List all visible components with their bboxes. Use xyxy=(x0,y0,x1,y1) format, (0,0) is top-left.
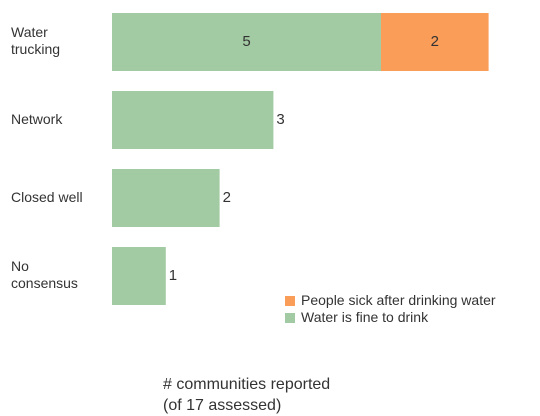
bar-no-consensus-fine xyxy=(112,247,166,305)
legend-swatch-sick xyxy=(285,295,295,306)
legend-label-fine: Water is fine to drink xyxy=(301,309,429,325)
data-label-no-consensus-fine: 1 xyxy=(169,267,177,284)
category-label-network: Network xyxy=(11,111,62,128)
category-label-line: trucking xyxy=(11,41,61,57)
data-label-closed-well-fine: 2 xyxy=(223,189,231,206)
category-label-closed-well: Closed well xyxy=(11,189,83,206)
legend-label-sick: People sick after drinking water xyxy=(301,292,496,308)
legend-item-sick: People sick after drinking water xyxy=(285,292,496,309)
bar-closed-well-fine xyxy=(112,169,220,227)
category-label-no-consensus: No consensus xyxy=(11,258,78,292)
data-label-water-trucking-fine: 5 xyxy=(242,33,250,50)
data-label-network-fine: 3 xyxy=(276,111,284,128)
bar-network-fine xyxy=(112,91,274,149)
x-axis-title-line-2: (of 17 assessed) xyxy=(163,397,282,414)
category-label-line: Water xyxy=(11,24,48,40)
bar-water-trucking-sick xyxy=(381,13,489,71)
legend-swatch-fine xyxy=(285,312,295,323)
category-label-line: Network xyxy=(11,110,63,127)
category-label-line: Closed well xyxy=(11,188,83,205)
x-axis-title: # communities reported (of 17 assessed) xyxy=(163,374,330,416)
category-label-water-trucking: Water trucking xyxy=(11,24,60,58)
category-label-line: No xyxy=(11,258,29,274)
x-axis-title-line-1: # communities reported xyxy=(163,376,331,393)
legend-item-fine: Water is fine to drink xyxy=(285,309,496,326)
bar-water-trucking-fine xyxy=(112,13,381,71)
data-label-water-trucking-sick: 2 xyxy=(431,33,439,50)
legend: People sick after drinking water Water i… xyxy=(285,292,496,326)
category-label-line: consensus xyxy=(11,275,78,291)
